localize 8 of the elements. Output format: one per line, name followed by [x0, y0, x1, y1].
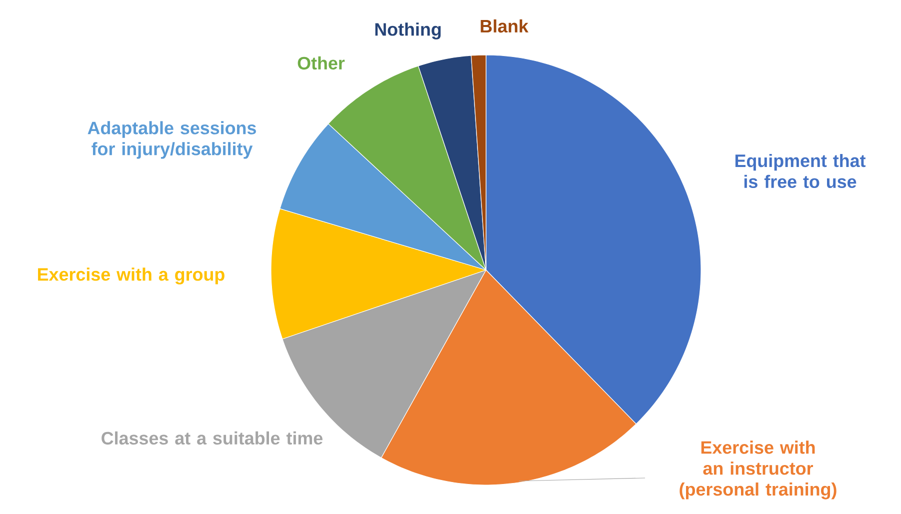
slice-label: Blank [480, 19, 528, 33]
slice-label: Adaptable sessions for injury/disability [88, 121, 256, 159]
slice-label: Other [298, 56, 345, 70]
slice-label: Equipment that is free to use [735, 154, 866, 188]
slice-label: Exercise with an instructor (personal training) [680, 440, 836, 500]
slice-label: Exercise with a group [38, 268, 224, 284]
slice-label: Nothing [375, 22, 441, 40]
slice-label: Classes at a suitable time [102, 431, 322, 445]
